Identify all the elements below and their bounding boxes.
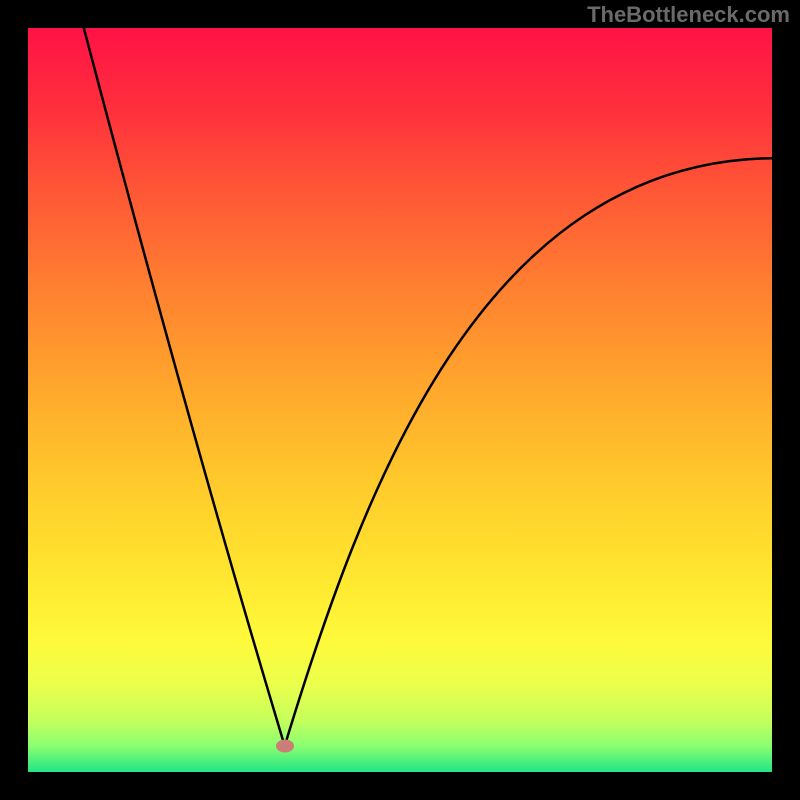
plot-area bbox=[28, 28, 772, 772]
valley-marker bbox=[276, 739, 294, 752]
chart-container: TheBottleneck.com bbox=[0, 0, 800, 800]
watermark-text: TheBottleneck.com bbox=[587, 2, 790, 28]
bottleneck-curve bbox=[84, 28, 772, 746]
curve-layer bbox=[28, 28, 772, 772]
